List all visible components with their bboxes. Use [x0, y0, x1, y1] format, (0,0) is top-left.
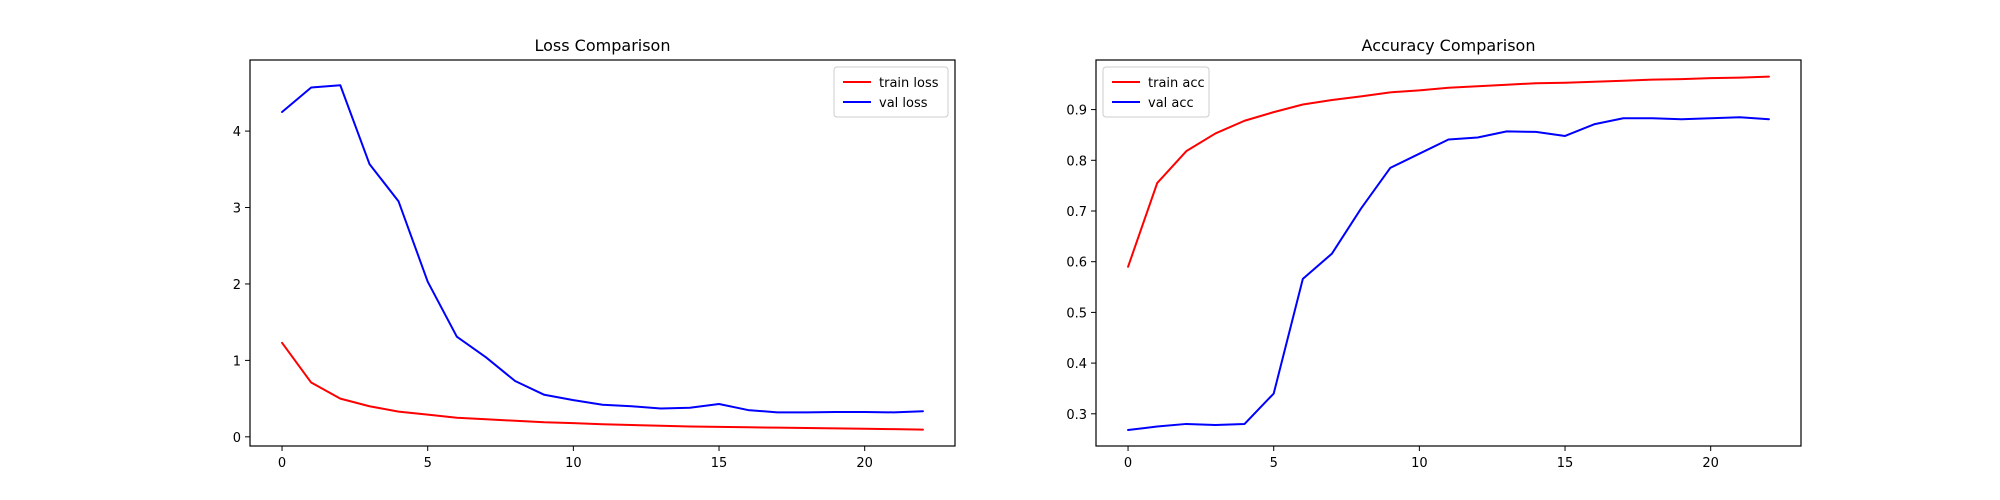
accuracy-chart-title: Accuracy Comparison: [1362, 36, 1536, 55]
loss-chart-y-tick-label: 2: [233, 278, 241, 293]
loss-chart-x-tick-label: 5: [424, 456, 432, 471]
accuracy-chart-marks: [1127, 75, 1770, 432]
loss-chart-legend: train loss val loss: [833, 66, 949, 118]
loss-chart-title: Loss Comparison: [535, 36, 671, 55]
accuracy-chart-frame: [1095, 59, 1802, 447]
accuracy-chart-legend-label-train-acc: train acc: [1148, 76, 1205, 91]
accuracy-chart-x-tick-label: 20: [1702, 456, 1719, 471]
loss-chart: Loss Comparison 0 5 10 15 20 0 1 2 3 4 train los…: [233, 36, 956, 471]
accuracy-chart-x-tick-label: 0: [1124, 456, 1132, 471]
loss-chart-frame: [249, 59, 956, 447]
accuracy-chart-train-acc-line: [1127, 75, 1770, 268]
accuracy-chart-x-tick-label: 15: [1557, 456, 1574, 471]
accuracy-chart-y-tick-label: 0.8: [1066, 154, 1087, 169]
loss-chart-legend-box: [833, 66, 949, 118]
loss-chart-val-loss-line: [281, 84, 924, 414]
accuracy-chart-legend: train acc val acc: [1102, 66, 1210, 118]
accuracy-chart-x-axis: 0 5 10 15 20: [1124, 446, 1719, 471]
loss-chart-train-loss-line: [281, 341, 924, 431]
accuracy-chart-y-tick-label: 0.5: [1066, 306, 1087, 321]
loss-chart-marks: [281, 84, 924, 431]
accuracy-chart-y-tick-label: 0.4: [1066, 357, 1087, 372]
loss-chart-x-tick-label: 10: [565, 456, 582, 471]
accuracy-chart: Accuracy Comparison 0 5 10 15 20 0.30.40.50.…: [1066, 36, 1802, 471]
accuracy-chart-legend-label-val-acc: val acc: [1148, 96, 1194, 111]
loss-chart-x-tick-label: 15: [711, 456, 728, 471]
accuracy-chart-y-axis: 0.3 0.4 0.5 0.6 0.7 0.8 0.9: [1066, 104, 1096, 423]
accuracy-chart-legend-box: [1102, 66, 1210, 118]
loss-chart-x-tick-label: 20: [856, 456, 873, 471]
accuracy-chart-y-tick-label: 0.6: [1066, 256, 1087, 271]
loss-chart-x-axis: 0 5 10 15 20: [278, 446, 873, 471]
loss-chart-y-axis: 0 1 2 3 4: [233, 125, 250, 446]
accuracy-chart-x-tick-label: 5: [1270, 456, 1278, 471]
accuracy-chart-val-acc-line: [1127, 116, 1770, 432]
accuracy-chart-y-tick-label: 0.7: [1066, 205, 1087, 220]
loss-chart-y-tick-label: 0: [233, 431, 241, 446]
accuracy-chart-y-tick-label: 0.3: [1066, 408, 1087, 423]
loss-chart-x-tick-label: 0: [278, 456, 286, 471]
loss-chart-y-tick-label: 3: [233, 202, 241, 217]
loss-chart-legend-label-train-loss: train loss: [879, 76, 939, 91]
loss-chart-legend-label-val-loss: val loss: [879, 96, 928, 111]
accuracy-chart-x-tick-label: 10: [1411, 456, 1428, 471]
accuracy-chart-y-tick-label: 0.9: [1066, 104, 1087, 119]
loss-chart-y-tick-label: 1: [233, 354, 241, 369]
loss-chart-y-tick-label: 4: [233, 125, 241, 140]
